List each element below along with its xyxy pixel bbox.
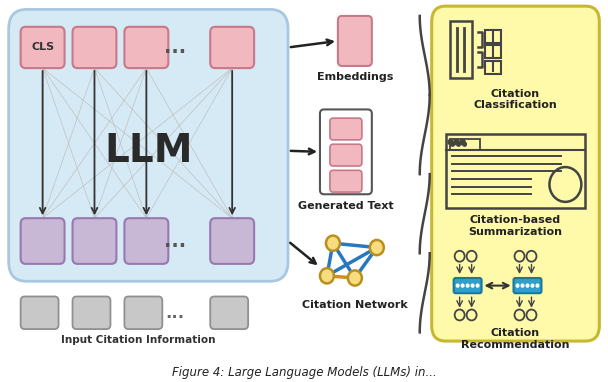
FancyBboxPatch shape xyxy=(514,278,542,293)
FancyBboxPatch shape xyxy=(21,27,64,68)
Text: Citation-based
Summarization: Citation-based Summarization xyxy=(469,215,562,236)
Text: Generated Text: Generated Text xyxy=(298,201,394,211)
FancyBboxPatch shape xyxy=(330,144,362,166)
Circle shape xyxy=(320,268,334,283)
Circle shape xyxy=(466,283,469,288)
FancyBboxPatch shape xyxy=(72,27,116,68)
FancyBboxPatch shape xyxy=(330,118,362,140)
Text: Embeddings: Embeddings xyxy=(317,73,393,83)
FancyBboxPatch shape xyxy=(320,109,372,194)
Circle shape xyxy=(454,139,459,145)
FancyBboxPatch shape xyxy=(454,278,482,293)
FancyBboxPatch shape xyxy=(330,170,362,192)
Text: ...: ... xyxy=(164,38,187,57)
FancyBboxPatch shape xyxy=(210,218,254,264)
Text: Citation Network: Citation Network xyxy=(302,300,408,310)
FancyBboxPatch shape xyxy=(9,10,288,281)
Circle shape xyxy=(516,283,519,288)
FancyBboxPatch shape xyxy=(72,296,111,329)
FancyBboxPatch shape xyxy=(210,296,248,329)
Circle shape xyxy=(525,283,530,288)
Bar xyxy=(450,139,480,150)
Circle shape xyxy=(370,240,384,255)
Text: ...: ... xyxy=(164,231,187,251)
Circle shape xyxy=(471,283,475,288)
Circle shape xyxy=(460,139,465,145)
FancyBboxPatch shape xyxy=(338,16,372,66)
FancyBboxPatch shape xyxy=(125,27,168,68)
FancyBboxPatch shape xyxy=(72,218,116,264)
Bar xyxy=(446,134,586,209)
Bar xyxy=(450,21,472,78)
FancyBboxPatch shape xyxy=(125,218,168,264)
FancyBboxPatch shape xyxy=(432,6,599,341)
Circle shape xyxy=(326,236,340,251)
Text: CLS: CLS xyxy=(31,42,54,52)
Text: Citation
Recommendation: Citation Recommendation xyxy=(461,328,570,350)
Circle shape xyxy=(531,283,534,288)
Text: LLM: LLM xyxy=(104,132,193,170)
FancyBboxPatch shape xyxy=(21,296,58,329)
FancyBboxPatch shape xyxy=(21,218,64,264)
Circle shape xyxy=(448,139,453,145)
Text: Figure 4: Large Language Models (LLMs) in...: Figure 4: Large Language Models (LLMs) i… xyxy=(171,366,437,379)
Bar xyxy=(485,60,500,74)
Circle shape xyxy=(457,142,460,146)
Circle shape xyxy=(520,283,525,288)
Bar xyxy=(485,45,500,58)
FancyBboxPatch shape xyxy=(125,296,162,329)
Circle shape xyxy=(536,283,539,288)
Circle shape xyxy=(348,270,362,286)
Bar xyxy=(485,30,500,43)
Circle shape xyxy=(463,142,466,146)
Circle shape xyxy=(461,283,465,288)
Circle shape xyxy=(475,283,480,288)
Text: ...: ... xyxy=(166,304,185,322)
Circle shape xyxy=(451,142,454,146)
FancyBboxPatch shape xyxy=(210,27,254,68)
Circle shape xyxy=(455,283,460,288)
Text: Input Citation Information: Input Citation Information xyxy=(61,335,216,345)
Text: Citation
Classification: Citation Classification xyxy=(474,89,558,110)
